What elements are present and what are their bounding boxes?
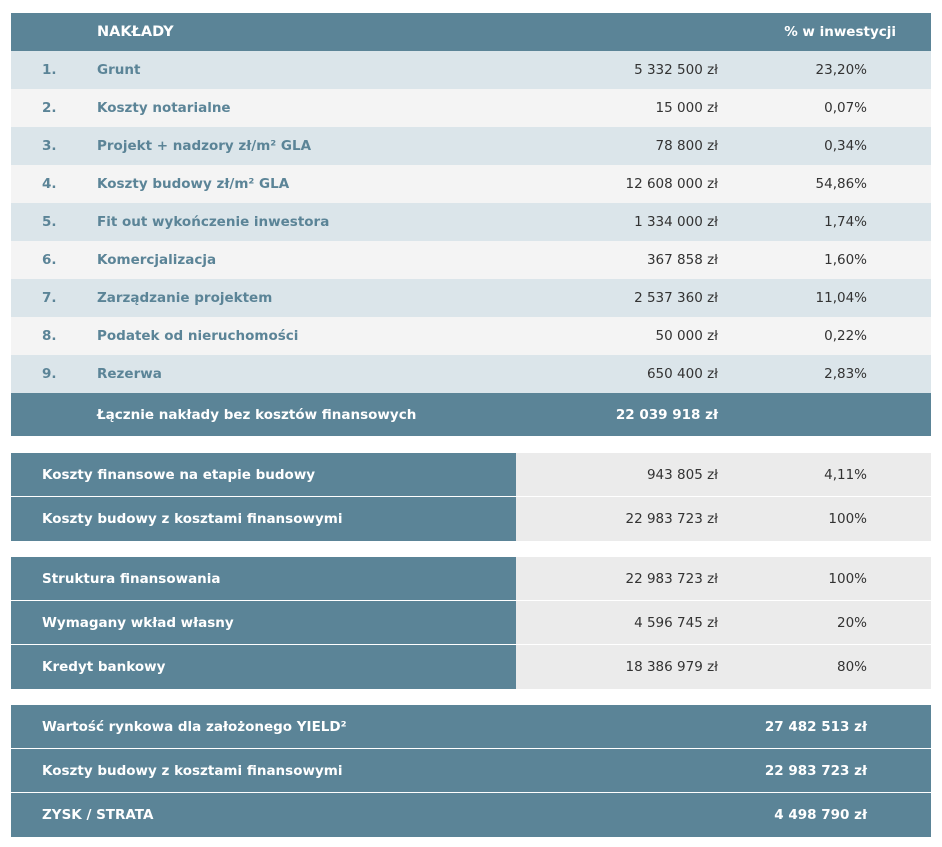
row-percent: 20%	[836, 614, 867, 631]
row-name: Wymagany wkład własny	[42, 614, 234, 631]
table-row: 3. Projekt + nadzory zł/m² GLA 78 800 zł…	[11, 127, 931, 165]
row-percent: 1,74%	[824, 214, 867, 230]
table-row: 1. Grunt 5 332 500 zł 23,20%	[11, 51, 931, 89]
row-percent: 4,11%	[824, 466, 867, 483]
row-amount: 18 386 979 zł	[625, 659, 718, 675]
row-name: Koszty budowy z kosztami finansowymi	[42, 511, 343, 527]
row-name: Podatek od nieruchomości	[97, 328, 299, 344]
row-percent: 2,83%	[824, 366, 867, 382]
row-value: 4 498 790 zł	[774, 807, 867, 823]
row-name: Koszty finansowe na etapie budowy	[42, 466, 316, 483]
row-number: 3.	[42, 138, 57, 154]
row-amount: 22 983 723 zł	[625, 511, 718, 527]
costs-total-label: Łącznie nakłady bez kosztów finansowych	[97, 406, 417, 423]
row-percent: 54,86%	[815, 176, 867, 192]
table-row: Wymagany wkład własny 4 596 745 zł 20%	[11, 601, 931, 645]
row-amount: 12 608 000 zł	[625, 176, 718, 192]
table-row: Koszty finansowe na etapie budowy 943 80…	[11, 453, 931, 497]
row-percent: 0,07%	[824, 100, 867, 116]
costs-table: NAKŁADY % w inwestycji 1. Grunt 5 332 50…	[11, 13, 931, 436]
row-name: Koszty budowy z kosztami finansowymi	[42, 762, 343, 779]
row-name: Wartość rynkowa dla założonego YIELD²	[42, 718, 347, 735]
row-amount: 15 000 zł	[655, 100, 718, 116]
row-amount: 367 858 zł	[646, 252, 718, 268]
row-name: Struktura finansowania	[42, 570, 221, 587]
row-name: Projekt + nadzory zł/m² GLA	[97, 138, 312, 154]
table-row: 4. Koszty budowy zł/m² GLA 12 608 000 zł…	[11, 165, 931, 203]
row-name: Grunt	[97, 62, 141, 78]
profit-loss-row: ZYSK / STRATA 4 498 790 zł	[11, 793, 931, 837]
row-percent: 0,22%	[824, 328, 867, 344]
row-label-background	[11, 453, 516, 496]
row-label-background	[11, 557, 516, 600]
costs-table-header: NAKŁADY % w inwestycji	[11, 13, 931, 51]
financing-costs-table: Koszty finansowe na etapie budowy 943 80…	[11, 453, 931, 541]
row-name: Koszty notarialne	[97, 100, 231, 116]
table-row: 7. Zarządzanie projektem 2 537 360 zł 11…	[11, 279, 931, 317]
row-name: Kredyt bankowy	[42, 659, 166, 675]
row-number: 1.	[42, 62, 57, 78]
table-row: Kredyt bankowy 18 386 979 zł 80%	[11, 645, 931, 689]
row-amount: 1 334 000 zł	[634, 214, 718, 230]
row-percent: 11,04%	[815, 290, 867, 306]
row-name: Koszty budowy zł/m² GLA	[97, 176, 290, 192]
table-row: Struktura finansowania 22 983 723 zł 100…	[11, 557, 931, 601]
row-amount: 5 332 500 zł	[634, 62, 718, 78]
row-number: 7.	[42, 290, 57, 306]
row-amount: 50 000 zł	[655, 328, 718, 344]
row-percent: 100%	[828, 511, 867, 527]
row-label-background	[11, 497, 516, 541]
row-label-background	[11, 645, 516, 689]
row-name: Zarządzanie projektem	[97, 290, 273, 306]
row-amount: 78 800 zł	[655, 138, 718, 154]
row-percent: 0,34%	[824, 138, 867, 154]
costs-total-row: Łącznie nakłady bez kosztów finansowych …	[11, 393, 931, 436]
table-row: 9. Rezerwa 650 400 zł 2,83%	[11, 355, 931, 393]
row-number: 8.	[42, 328, 57, 344]
row-percent: 80%	[836, 659, 867, 675]
row-number: 5.	[42, 214, 57, 230]
costs-header-pct: % w inwestycji	[784, 24, 896, 40]
costs-header-title: NAKŁADY	[97, 24, 174, 40]
row-number: 6.	[42, 252, 57, 268]
row-percent: 23,20%	[815, 62, 867, 78]
table-row: 5. Fit out wykończenie inwestora 1 334 0…	[11, 203, 931, 241]
summary-table: Wartość rynkowa dla założonego YIELD² 27…	[11, 705, 931, 837]
costs-total-amount: 22 039 918 zł	[615, 406, 718, 423]
row-amount: 22 983 723 zł	[625, 570, 718, 587]
row-name: Komercjalizacja	[97, 252, 217, 268]
row-number: 2.	[42, 100, 57, 116]
table-row: 6. Komercjalizacja 367 858 zł 1,60%	[11, 241, 931, 279]
row-name: Fit out wykończenie inwestora	[97, 214, 330, 230]
row-amount: 650 400 zł	[646, 366, 718, 382]
row-label-background	[11, 601, 516, 644]
row-amount: 2 537 360 zł	[634, 290, 718, 306]
row-amount: 4 596 745 zł	[634, 614, 718, 631]
row-amount: 943 805 zł	[646, 466, 718, 483]
table-row: Koszty budowy z kosztami finansowymi 22 …	[11, 749, 931, 793]
row-percent: 1,60%	[824, 252, 867, 268]
financing-structure-table: Struktura finansowania 22 983 723 zł 100…	[11, 557, 931, 689]
table-row: Wartość rynkowa dla założonego YIELD² 27…	[11, 705, 931, 749]
row-number: 4.	[42, 176, 57, 192]
row-name: Rezerwa	[97, 366, 162, 382]
table-row: 8. Podatek od nieruchomości 50 000 zł 0,…	[11, 317, 931, 355]
row-name: ZYSK / STRATA	[42, 807, 154, 823]
row-value: 27 482 513 zł	[764, 718, 867, 735]
table-row: Koszty budowy z kosztami finansowymi 22 …	[11, 497, 931, 541]
row-number: 9.	[42, 366, 57, 382]
row-percent: 100%	[828, 570, 867, 587]
row-value: 22 983 723 zł	[764, 762, 867, 779]
table-row: 2. Koszty notarialne 15 000 zł 0,07%	[11, 89, 931, 127]
